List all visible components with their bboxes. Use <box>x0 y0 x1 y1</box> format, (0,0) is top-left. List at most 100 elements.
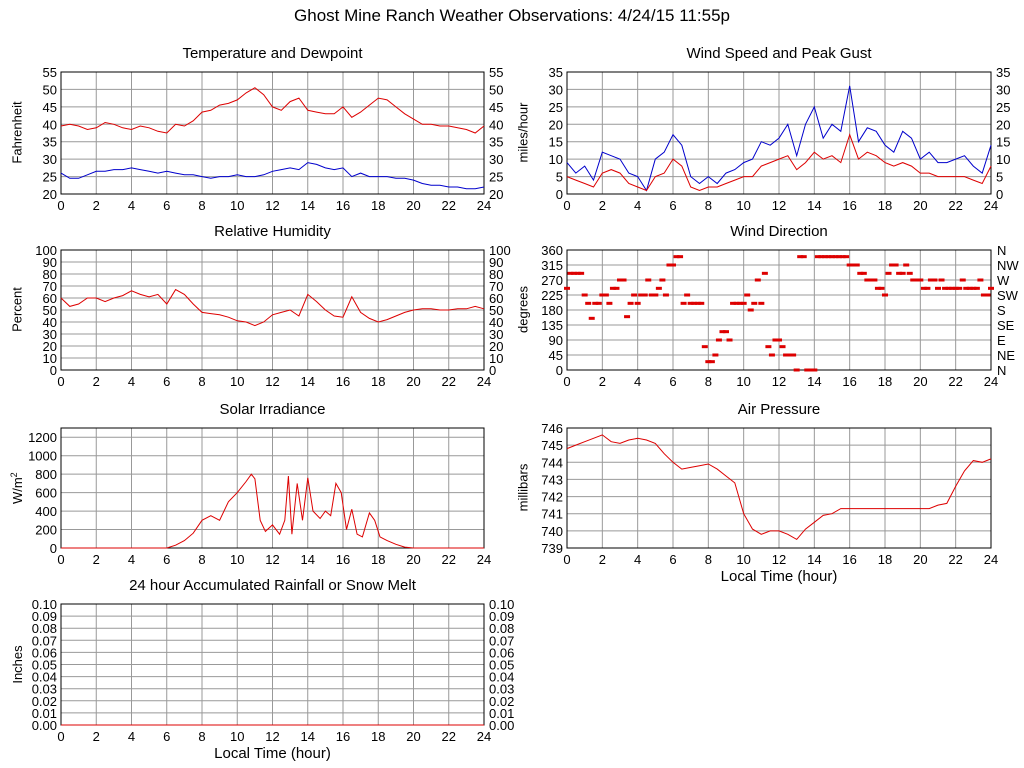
x-tick-label: 16 <box>336 198 350 213</box>
x-tick-label: 16 <box>336 374 350 389</box>
direction-point <box>800 255 807 259</box>
x-tick-label: 16 <box>842 374 856 389</box>
direction-point <box>670 263 676 267</box>
direction-point <box>691 301 698 305</box>
direction-point <box>931 278 938 282</box>
x-tick-label: 20 <box>406 374 420 389</box>
direction-point <box>613 286 620 290</box>
direction-point <box>659 278 666 282</box>
plot-frame <box>60 249 485 371</box>
y-tick-label: 10 <box>43 351 57 366</box>
y-tick-label: 55 <box>43 65 57 80</box>
y-tick-label-right: 0.05 <box>489 658 514 673</box>
x-tick-label: 4 <box>128 552 135 567</box>
compass-label: N <box>997 363 1006 378</box>
direction-point <box>726 338 733 342</box>
chart-title: Temperature and Dewpoint <box>182 45 363 62</box>
y-tick-label: 45 <box>549 348 563 363</box>
x-tick-label: 12 <box>265 198 279 213</box>
direction-point <box>818 255 825 259</box>
x-tick-label: 10 <box>230 552 244 567</box>
y-tick-label: 80 <box>43 267 57 282</box>
direction-point <box>652 293 659 297</box>
y-tick-label: 40 <box>43 117 57 132</box>
x-tick-label: 12 <box>772 374 786 389</box>
direction-point <box>864 278 871 282</box>
x-tick-label: 2 <box>93 198 100 213</box>
direction-point <box>571 271 578 275</box>
x-tick-label: 6 <box>163 198 170 213</box>
x-tick-label: 6 <box>163 552 170 567</box>
direction-point <box>765 345 772 349</box>
direction-point <box>592 301 599 305</box>
chart-title: Air Pressure <box>737 401 821 418</box>
chart-title: Wind Speed and Peak Gust <box>686 45 872 62</box>
compass-label: SW <box>997 288 1019 303</box>
y-tick-label-right: 25 <box>996 100 1010 115</box>
x-tick-label: 20 <box>913 552 927 567</box>
y-tick-label: 90 <box>549 333 563 348</box>
x-tick-label: 12 <box>772 198 786 213</box>
x-tick-label: 0 <box>563 374 570 389</box>
direction-point <box>648 293 655 297</box>
y-tick-label: 200 <box>35 523 57 538</box>
x-tick-label: 12 <box>265 374 279 389</box>
direction-point <box>790 353 797 357</box>
x-tick-label: 14 <box>807 198 821 213</box>
y-tick-label-right: 20 <box>996 117 1010 132</box>
direction-point <box>606 301 613 305</box>
direction-point <box>638 293 645 297</box>
y-tick-label: 742 <box>541 490 563 505</box>
y-tick-label: 60 <box>43 291 57 306</box>
x-tick-label: 16 <box>336 729 350 744</box>
y-tick-label-right: 0.09 <box>489 609 514 624</box>
y-tick-label-right: 50 <box>489 82 503 97</box>
y-tick-label-right: 90 <box>489 255 503 270</box>
x-tick-label: 2 <box>599 374 606 389</box>
y-tick-label-right: 0.07 <box>489 633 514 648</box>
y-tick-label: 0.07 <box>32 633 57 648</box>
y-tick-label-right: 10 <box>996 152 1010 167</box>
x-tick-label: 10 <box>736 552 750 567</box>
x-tick-label: 6 <box>163 374 170 389</box>
y-tick-label-right: 70 <box>489 279 503 294</box>
direction-point <box>567 271 574 275</box>
direction-point <box>793 368 800 372</box>
direction-point <box>684 293 691 297</box>
direction-point <box>935 286 941 290</box>
x-tick-label: 24 <box>984 374 998 389</box>
y-tick-label: 600 <box>35 486 57 501</box>
x-tick-label: 14 <box>807 552 821 567</box>
y-tick-label: 800 <box>35 467 57 482</box>
y-tick-label-right: 30 <box>996 82 1010 97</box>
y-tick-label-right: 35 <box>996 65 1010 80</box>
x-tick-label: 2 <box>93 729 100 744</box>
series-line-red <box>60 87 485 134</box>
x-tick-label: 20 <box>406 729 420 744</box>
x-tick-label: 18 <box>878 552 892 567</box>
direction-point <box>857 271 864 275</box>
direction-point <box>860 271 867 275</box>
y-tick-label-right: 5 <box>996 170 1003 185</box>
x-tick-label: 10 <box>230 198 244 213</box>
series-line-red <box>61 473 484 549</box>
y-tick-label-right: 0 <box>996 187 1003 202</box>
direction-point <box>913 278 920 282</box>
x-tick-label: 14 <box>301 729 315 744</box>
direction-point <box>850 263 857 267</box>
y-tick-label: 45 <box>43 100 57 115</box>
plot-frame <box>60 71 485 195</box>
y-tick-label: 50 <box>43 303 57 318</box>
x-tick-label: 22 <box>442 198 456 213</box>
compass-label: S <box>997 303 1006 318</box>
direction-point <box>959 278 966 282</box>
direction-point <box>973 286 980 290</box>
direction-point <box>945 286 952 290</box>
y-tick-label: 745 <box>541 438 563 453</box>
x-tick-label: 8 <box>198 552 205 567</box>
y-tick-label: 90 <box>43 255 57 270</box>
y-tick-label: 20 <box>43 339 57 354</box>
direction-point <box>751 301 758 305</box>
y-tick-label: 50 <box>43 82 57 97</box>
